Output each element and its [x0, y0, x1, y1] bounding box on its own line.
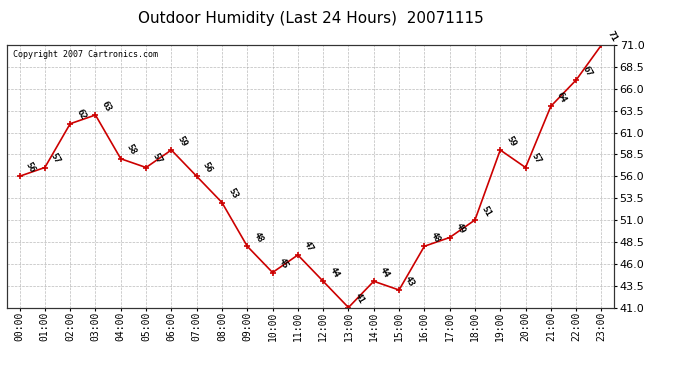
Text: 58: 58 — [125, 143, 138, 157]
Text: Outdoor Humidity (Last 24 Hours)  20071115: Outdoor Humidity (Last 24 Hours) 2007111… — [137, 11, 484, 26]
Text: 71: 71 — [606, 29, 619, 43]
Text: 44: 44 — [378, 265, 391, 279]
Text: 62: 62 — [75, 108, 88, 122]
Text: 56: 56 — [23, 160, 37, 174]
Text: 48: 48 — [428, 230, 442, 244]
Text: 51: 51 — [479, 204, 492, 218]
Text: 43: 43 — [403, 274, 416, 288]
Text: 48: 48 — [251, 230, 264, 244]
Text: 67: 67 — [580, 64, 593, 78]
Text: 63: 63 — [99, 99, 112, 113]
Text: 59: 59 — [175, 134, 188, 148]
Text: 41: 41 — [353, 291, 366, 305]
Text: 49: 49 — [454, 222, 467, 236]
Text: 44: 44 — [327, 265, 340, 279]
Text: 56: 56 — [201, 160, 214, 174]
Text: 45: 45 — [277, 256, 290, 270]
Text: Copyright 2007 Cartronics.com: Copyright 2007 Cartronics.com — [13, 50, 158, 59]
Text: 57: 57 — [49, 152, 62, 165]
Text: 53: 53 — [226, 186, 239, 200]
Text: 59: 59 — [504, 134, 518, 148]
Text: 57: 57 — [150, 152, 164, 165]
Text: 47: 47 — [302, 239, 315, 253]
Text: 64: 64 — [555, 90, 568, 104]
Text: 57: 57 — [530, 152, 543, 165]
